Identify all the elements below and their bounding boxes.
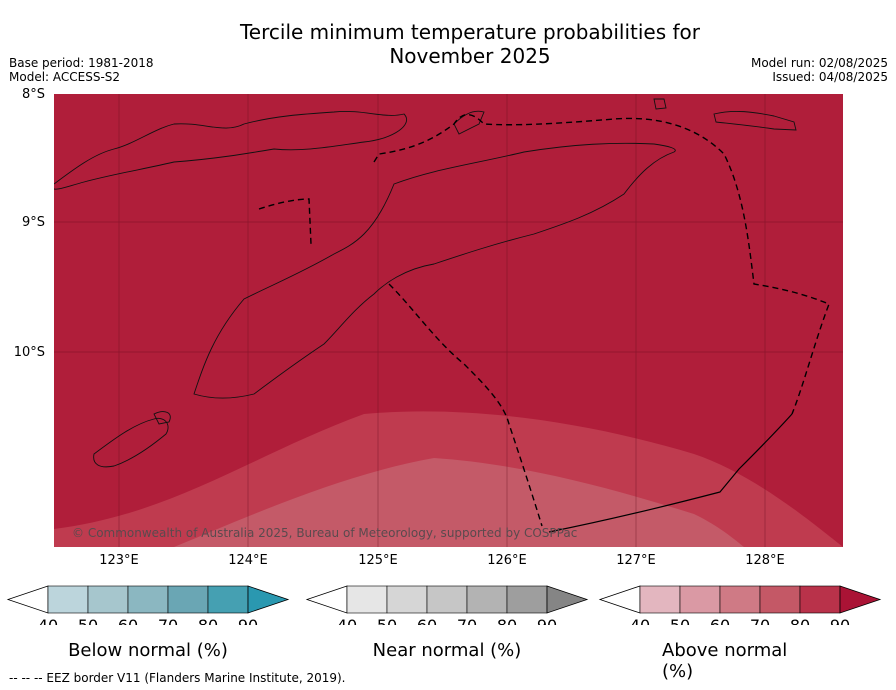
legend-2-tick-5: 90 <box>830 616 850 625</box>
legend-1-tick-3: 70 <box>457 616 477 625</box>
legend-0-tick-4: 80 <box>198 616 218 625</box>
graticule <box>54 94 843 547</box>
eez-footer-note: -- -- -- EEZ border V11 (Flanders Marine… <box>9 671 346 685</box>
lon-label-123e: 123°E <box>99 553 139 568</box>
legend-0-segment-1 <box>87 585 129 614</box>
map-title: Tercile minimum temperature probabilitie… <box>0 20 896 68</box>
eez-border-south <box>548 413 793 533</box>
title-line-2: November 2025 <box>389 44 551 68</box>
legend-1-segment-4 <box>506 585 548 614</box>
meta-right: Model run: 02/08/2025 Issued: 04/08/2025 <box>751 56 888 84</box>
legend-0-segment-4 <box>207 585 249 614</box>
issued-text: Issued: 04/08/2025 <box>772 70 888 84</box>
legend-0-tick-5: 90 <box>238 616 258 625</box>
base-period-text: Base period: 1981-2018 <box>9 56 154 70</box>
legend-1-tick-2: 60 <box>417 616 437 625</box>
above-normal-label: Above normal (%) <box>662 640 788 682</box>
legend-0-low-triangle <box>6 585 49 614</box>
legend-0-segment-2 <box>127 585 169 614</box>
probability-map[interactable] <box>54 94 843 547</box>
near-normal-label: Near normal (%) <box>372 640 522 661</box>
legend-2-segment-1 <box>679 585 721 614</box>
legend-2-segment-3 <box>759 585 801 614</box>
legend-0-high-triangle <box>247 585 290 614</box>
legend-1-tick-4: 80 <box>497 616 517 625</box>
rote-island <box>153 411 171 425</box>
lat-label-8s: 8°S <box>21 87 45 102</box>
legend-2-tick-1: 50 <box>670 616 690 625</box>
legend-2-segment-4 <box>799 585 841 614</box>
legend-0-tick-2: 60 <box>118 616 138 625</box>
sawu-island <box>93 417 169 468</box>
legend-1-high-triangle <box>546 585 589 614</box>
timor-island <box>193 142 676 399</box>
model-run-text: Model run: 02/08/2025 <box>750 56 888 70</box>
legend-2-tick-3: 70 <box>750 616 770 625</box>
north-island-chain <box>54 110 407 190</box>
legend-0-tick-0: 40 <box>38 616 58 625</box>
lon-label-126e: 126°E <box>487 553 527 568</box>
legend-1-segment-0 <box>346 585 388 614</box>
legend-2-high-triangle <box>839 585 882 614</box>
legend-0-segment-3 <box>167 585 209 614</box>
lat-label-9s: 9°S <box>21 215 45 230</box>
legend-group: 40 50 60 70 80 90 40 50 60 70 80 90 40 50 60 70 80 90 <box>6 585 882 625</box>
model-text: Model: ACCESS-S2 <box>9 70 121 84</box>
legend-2-tick-2: 60 <box>710 616 730 625</box>
legend-1-tick-5: 90 <box>537 616 557 625</box>
legend-1-segment-1 <box>386 585 428 614</box>
legend-2-tick-0: 40 <box>630 616 650 625</box>
small-island-2 <box>713 110 797 131</box>
legend-2-low-triangle <box>598 585 641 614</box>
legend-2-segment-0 <box>639 585 681 614</box>
legend-2-tick-4: 80 <box>790 616 810 625</box>
legend-1-segment-2 <box>426 585 468 614</box>
meta-left: Base period: 1981-2018 Model: ACCESS-S2 <box>9 56 154 84</box>
legend-1-tick-1: 50 <box>377 616 397 625</box>
legend-0-segment-0 <box>47 585 89 614</box>
colorbar-legends: 40 50 60 70 80 90 40 50 60 70 80 90 40 50 60 70 80 90 <box>6 585 882 625</box>
prob-band-70 <box>174 458 744 547</box>
eez-border-north <box>373 113 830 415</box>
small-island-3 <box>453 110 485 135</box>
small-island-1 <box>653 98 667 110</box>
lon-label-125e: 125°E <box>358 553 398 568</box>
lon-label-128e: 128°E <box>745 553 785 568</box>
lon-label-124e: 124°E <box>228 553 268 568</box>
eez-border-enclave <box>258 198 312 245</box>
title-line-1: Tercile minimum temperature probabilitie… <box>239 20 701 44</box>
legend-1-low-triangle <box>305 585 348 614</box>
below-normal-label: Below normal (%) <box>68 640 228 661</box>
legend-1-tick-0: 40 <box>337 616 357 625</box>
eez-border-west <box>388 283 543 527</box>
lon-label-127e: 127°E <box>616 553 656 568</box>
legend-1-segment-3 <box>466 585 508 614</box>
copyright-text: © Commonwealth of Australia 2025, Bureau… <box>72 526 578 540</box>
legend-0-tick-1: 50 <box>78 616 98 625</box>
coastlines <box>54 98 797 468</box>
legend-0-tick-3: 70 <box>158 616 178 625</box>
lat-label-10s: 10°S <box>13 345 45 360</box>
legend-2-segment-2 <box>719 585 761 614</box>
